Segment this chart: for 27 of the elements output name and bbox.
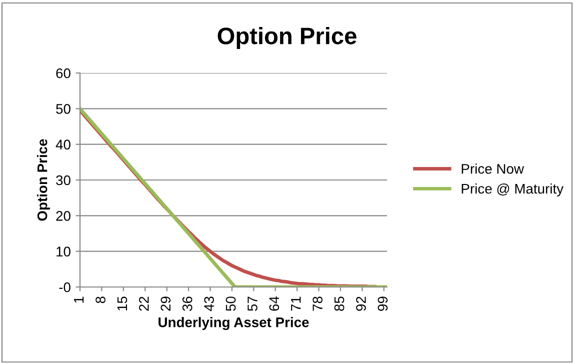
x-tick-label: 36 <box>182 296 192 311</box>
x-tick-label: 22 <box>139 296 149 311</box>
y-tick-label: 20 <box>56 211 70 221</box>
x-tick-label: 99 <box>378 296 388 311</box>
y-tick-label: -0 <box>59 282 70 292</box>
x-tick-label: 78 <box>312 296 323 311</box>
x-tick-label: 85 <box>334 296 344 311</box>
legend-label: Price Now <box>462 164 524 174</box>
y-tick-label: 60 <box>56 68 70 78</box>
chart-title: Option Price <box>218 26 356 50</box>
x-tick-label: 43 <box>204 296 214 312</box>
x-tick-label: 50 <box>226 296 236 311</box>
x-axis-title: Underlying Asset Price <box>158 317 309 330</box>
x-tick-label: 92 <box>356 296 366 311</box>
y-tick-label: 50 <box>56 104 70 114</box>
y-tick-label: 30 <box>56 175 70 186</box>
x-tick-label: 57 <box>248 296 258 311</box>
x-tick-label: 29 <box>160 296 171 311</box>
y-axis-title: Option Price <box>37 139 50 221</box>
x-tick-label: 71 <box>291 296 301 311</box>
legend-label: Price @ Maturity <box>462 183 564 196</box>
y-tick-label: 40 <box>56 140 70 150</box>
x-tick-label: 8 <box>96 296 106 304</box>
y-tick-label: 10 <box>56 246 70 257</box>
x-tick-label: 15 <box>117 296 128 310</box>
x-tick-label: 64 <box>269 296 280 311</box>
x-tick-label: 1 <box>74 296 84 303</box>
